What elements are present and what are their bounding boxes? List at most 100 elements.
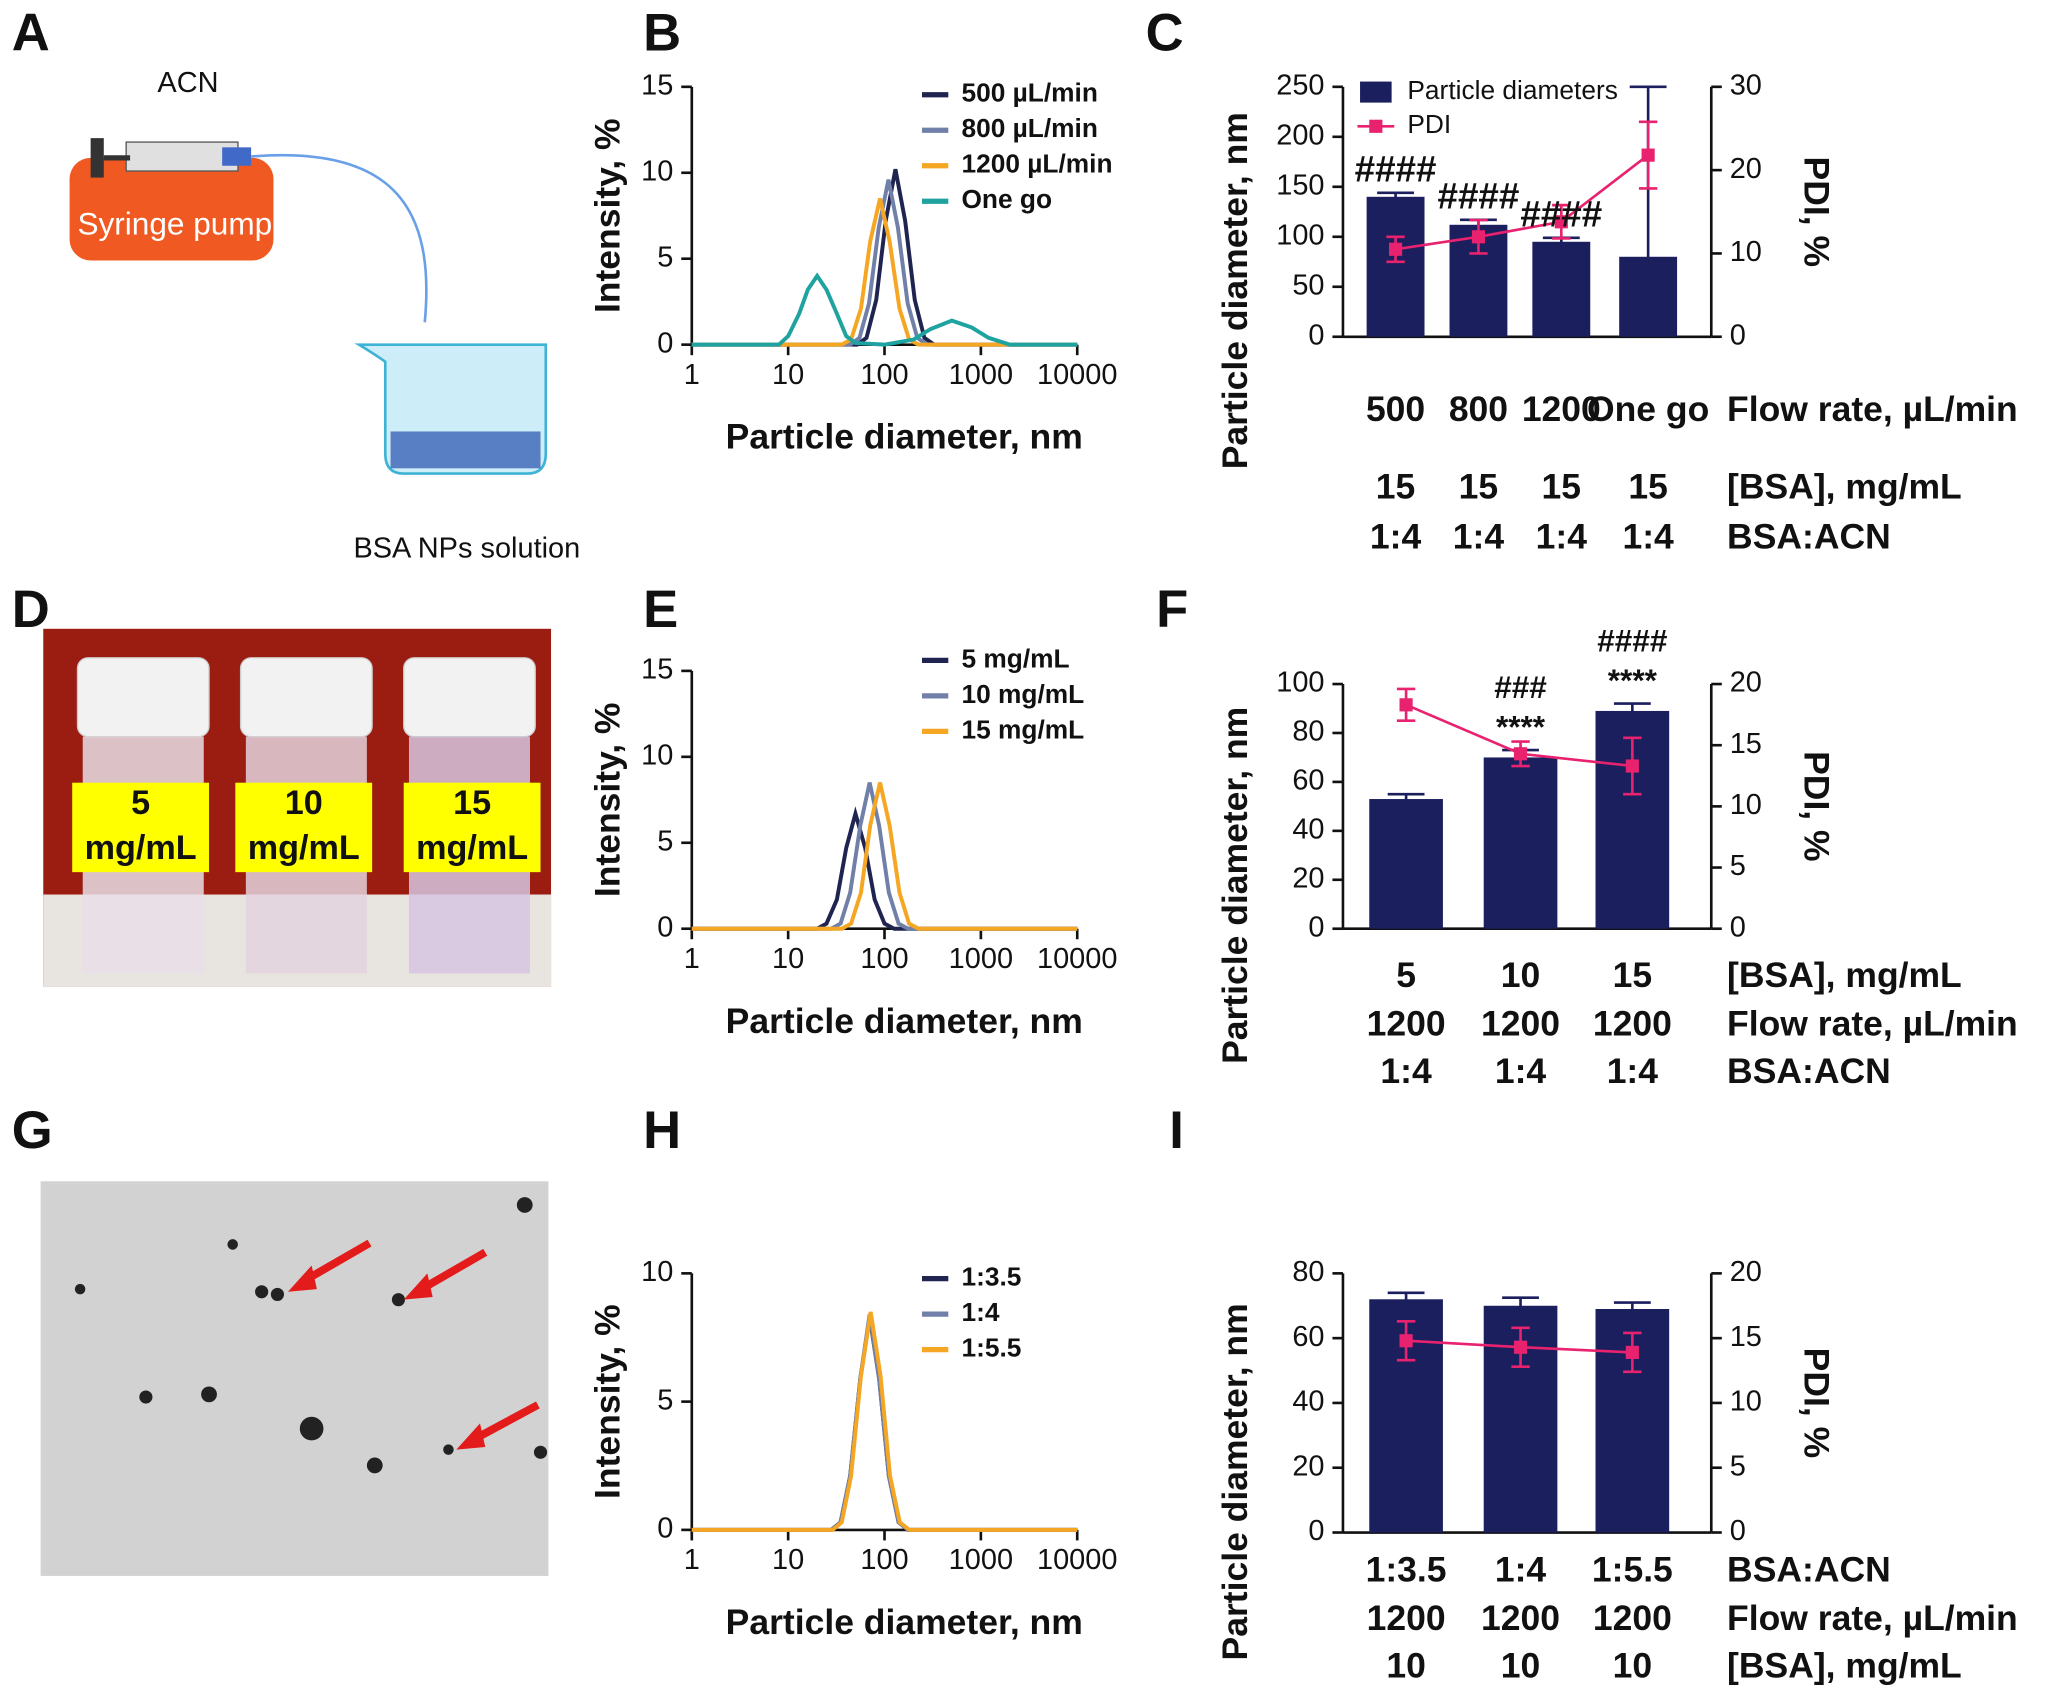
y-tick-label: 200: [1276, 119, 1324, 151]
legend-label: 15 mg/mL: [961, 714, 1084, 744]
row-value: 1200: [1367, 1003, 1446, 1043]
y-tick-label: 5: [1730, 850, 1746, 882]
x-axis-label: Particle diameter, nm: [726, 417, 1083, 457]
legend-label: 1:3.5: [961, 1262, 1021, 1292]
tem-background: [40, 1181, 549, 1576]
y2-axis-label: PDI, %: [1797, 157, 1837, 267]
vial-label-bg: [403, 782, 541, 873]
row-value: 800: [1449, 389, 1508, 429]
significance-label: ****: [1496, 708, 1546, 744]
y-tick-label: 20: [1292, 1450, 1324, 1482]
x-tick-label: 10: [772, 943, 804, 975]
pdi-marker: [1513, 747, 1528, 761]
row-value: 1200: [1367, 1598, 1446, 1638]
pump-body: [69, 157, 274, 261]
legend-label: One go: [961, 184, 1052, 214]
row-value: 1:4: [1607, 1051, 1659, 1091]
error-bar: [1387, 792, 1425, 804]
row-value: 10: [1501, 955, 1541, 995]
bar: [1369, 799, 1443, 929]
arrow-head: [287, 1265, 317, 1292]
arrow-head: [456, 1423, 486, 1450]
error-bar: [1613, 702, 1651, 719]
row-value: 15: [1376, 467, 1416, 507]
y-tick-label: 0: [657, 911, 673, 943]
row-label: BSA:ACN: [1727, 1549, 1891, 1589]
particle: [255, 1285, 269, 1299]
legend-label: 5 mg/mL: [961, 643, 1069, 673]
y-tick-label: 5: [657, 825, 673, 857]
series-line: [691, 272, 1078, 347]
y-tick-label: 15: [641, 654, 673, 686]
row-value: 1:4: [1370, 517, 1422, 557]
y-tick-label: 5: [657, 241, 673, 273]
y2-axis-label: PDI, %: [1797, 751, 1837, 861]
legend-label: 10 mg/mL: [961, 679, 1084, 709]
particle: [533, 1445, 548, 1459]
particle: [270, 1287, 285, 1301]
y-tick-label: 0: [1730, 1515, 1746, 1547]
y-tick-label: 10: [641, 739, 673, 771]
significance-label: ****: [1608, 662, 1658, 698]
particle: [443, 1444, 454, 1455]
vial-label: mg/mL: [416, 829, 528, 867]
y-tick-label: 100: [1276, 219, 1324, 251]
row-value: 10: [1386, 1645, 1426, 1685]
panel-letter: H: [643, 1101, 681, 1160]
tem-image: [40, 1181, 549, 1576]
x-tick-label: 10000: [1037, 359, 1117, 391]
particle: [366, 1457, 383, 1474]
bar: [1483, 757, 1558, 929]
row-value: 5: [1396, 955, 1416, 995]
series-line: [691, 168, 1078, 347]
vial-label-bg: [235, 782, 373, 873]
y-tick-label: 100: [1276, 667, 1324, 699]
setup-diagram: ACN Syringe pump BSA NPs solution: [69, 67, 580, 565]
vial-label: mg/mL: [85, 829, 197, 867]
row-label: Flow rate, µL/min: [1727, 1598, 2018, 1638]
row-value: 15: [1628, 467, 1668, 507]
row-value: 1:4: [1495, 1051, 1547, 1091]
row-value: 1200: [1522, 389, 1601, 429]
needle-hub: [222, 147, 252, 166]
pump-label: Syringe pump: [77, 206, 272, 242]
x-axis-label: Particle diameter, nm: [726, 1001, 1083, 1041]
x-tick-label: 10: [772, 1544, 804, 1576]
panel-letter: F: [1156, 580, 1188, 639]
particle: [74, 1283, 86, 1295]
x-tick-label: 10000: [1037, 943, 1117, 975]
reagent-label: ACN: [157, 67, 218, 99]
row-value: One go: [1587, 389, 1709, 429]
vial-cap: [239, 657, 373, 738]
pdi-marker: [1399, 1334, 1413, 1348]
x-tick-label: 1000: [949, 943, 1013, 975]
y-tick-label: 20: [1730, 1256, 1762, 1288]
y-tick-label: 0: [1308, 319, 1324, 351]
pdi-marker: [1399, 698, 1413, 712]
legend-label: 500 µL/min: [961, 78, 1097, 108]
row-value: 1:4: [1495, 1549, 1547, 1589]
x-tick-label: 1000: [949, 359, 1013, 391]
panel-letter: A: [12, 4, 50, 63]
row-value: 1:4: [1453, 517, 1505, 557]
y-tick-label: 250: [1276, 69, 1324, 101]
pdi-marker: [1554, 215, 1568, 229]
vial-label: mg/mL: [248, 829, 360, 867]
y-axis-label: Particle diameter, nm: [1215, 112, 1255, 469]
panel-letter: B: [643, 4, 681, 63]
y-axis-label: Particle diameter, nm: [1215, 707, 1255, 1064]
significance-label: ###: [1494, 669, 1547, 705]
pdi-marker: [1471, 230, 1486, 244]
row-label: Flow rate, µL/min: [1727, 389, 2018, 429]
y-axis-label: Particle diameter, nm: [1215, 1303, 1255, 1660]
legend-swatch: [1369, 119, 1383, 133]
pdi-marker: [1641, 148, 1655, 162]
row-value: 15: [1459, 467, 1499, 507]
particle: [227, 1239, 238, 1250]
product-label: BSA NPs solution: [353, 533, 580, 565]
y-tick-label: 5: [1730, 1450, 1746, 1482]
row-value: 1200: [1481, 1003, 1560, 1043]
particle: [201, 1386, 217, 1403]
y-tick-label: 10: [641, 1256, 673, 1288]
error-bar: [1387, 1291, 1425, 1306]
